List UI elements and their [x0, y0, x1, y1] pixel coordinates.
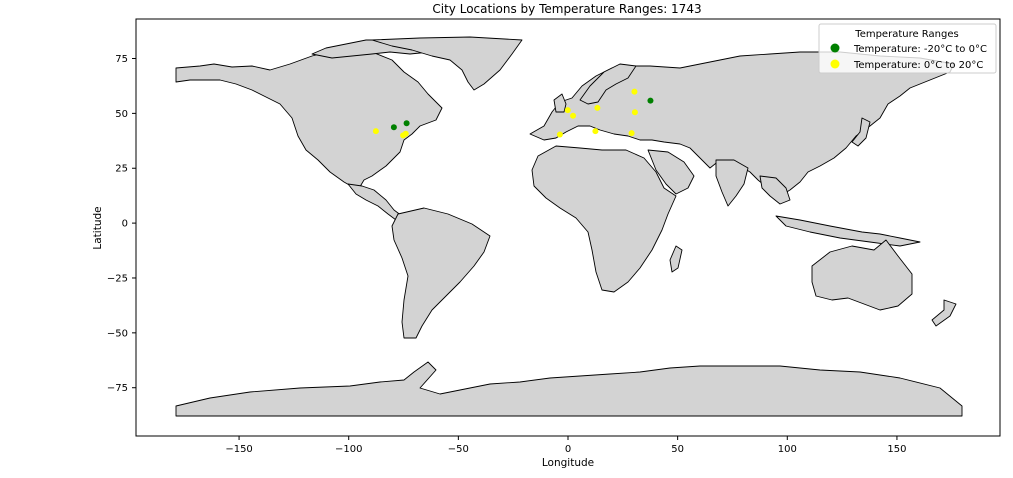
land-south-america	[391, 207, 491, 339]
city-marker-mild-0	[372, 128, 379, 135]
city-marker-mild-8	[631, 88, 638, 95]
land-africa	[531, 145, 677, 293]
y-axis-label: Latitude	[92, 206, 104, 249]
y-ticks: 75 50 25 0 −25 −50 −75	[107, 54, 136, 394]
land-india	[715, 159, 749, 207]
city-marker-mild-3	[564, 107, 571, 114]
land-greenland	[371, 36, 523, 91]
land-uk	[553, 93, 567, 113]
x-tick-label-3: 0	[565, 444, 571, 455]
land-southeast-asia	[759, 175, 791, 205]
legend-title: Temperature Ranges	[854, 29, 958, 40]
land-australia	[811, 239, 913, 311]
city-marker-cold-2	[647, 97, 654, 104]
legend-label-mild: Temperature: 0°C to 20°C	[853, 60, 983, 71]
y-tick-label-4: −25	[107, 273, 128, 284]
y-tick-label-1: 50	[115, 109, 128, 120]
legend-label-cold: Temperature: -20°C to 0°C	[853, 44, 987, 55]
city-marker-mild-4	[570, 112, 577, 119]
city-markers	[372, 88, 654, 139]
legend: Temperature Ranges Temperature: -20°C to…	[818, 23, 997, 74]
x-tick-label-6: 150	[887, 444, 906, 455]
x-tick-label-5: 100	[778, 444, 797, 455]
city-marker-cold-0	[390, 124, 397, 131]
plot-area	[136, 19, 1000, 436]
x-tick-label-1: −100	[335, 444, 362, 455]
land-europe-asia	[529, 51, 955, 197]
chart-title: City Locations by Temperature Ranges: 17…	[432, 2, 701, 16]
land-masses	[175, 36, 963, 417]
y-tick-label-6: −75	[107, 383, 128, 394]
land-new-zealand	[931, 299, 957, 327]
y-tick-label-3: 0	[122, 219, 128, 230]
city-marker-mild-6	[594, 104, 601, 111]
land-japan	[851, 117, 871, 147]
y-tick-label-2: 25	[115, 164, 128, 175]
land-madagascar	[669, 245, 683, 273]
x-axis-label: Longitude	[542, 457, 594, 469]
city-marker-mild-7	[592, 128, 599, 135]
land-antarctica	[175, 361, 963, 417]
legend-box	[818, 23, 997, 74]
city-marker-mild-9	[631, 109, 638, 116]
city-marker-mild-10	[628, 130, 635, 137]
x-ticks: −150 −100 −50 0 50 100 150	[225, 436, 906, 455]
x-tick-label-2: −50	[448, 444, 469, 455]
x-tick-label-0: −150	[225, 444, 252, 455]
y-tick-label-5: −50	[107, 328, 128, 339]
land-scandinavia	[579, 63, 637, 105]
y-tick-label-0: 75	[115, 54, 128, 65]
land-arabia	[647, 149, 695, 195]
land-indonesia	[775, 215, 921, 247]
legend-swatch-mild	[830, 59, 840, 69]
land-north-america	[175, 45, 443, 191]
city-marker-cold-1	[403, 120, 410, 127]
city-marker-mild-2	[402, 130, 409, 137]
x-tick-label-4: 50	[671, 444, 684, 455]
legend-swatch-cold	[830, 43, 840, 53]
city-marker-mild-5	[556, 131, 563, 138]
